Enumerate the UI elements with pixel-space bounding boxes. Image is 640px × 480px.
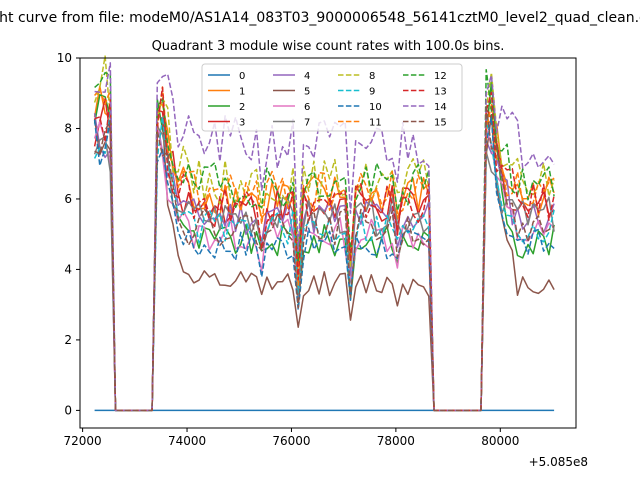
legend-label-11: 11 [369,118,382,129]
legend-label-9: 9 [369,87,375,98]
x-tick-label: 78000 [377,434,415,448]
legend-label-6: 6 [304,102,310,113]
series-line-15 [94,104,555,412]
legend-label-4: 4 [304,71,310,82]
legend-label-5: 5 [304,87,310,98]
legend-label-3: 3 [239,118,245,129]
legend-label-7: 7 [304,118,310,129]
y-tick-label: 0 [64,403,72,417]
plot-frame [79,57,577,429]
x-tick-label: 76000 [272,434,310,448]
legend-label-1: 1 [239,87,245,98]
series-line-13 [94,86,555,412]
x-tick-label: 80000 [481,434,519,448]
y-tick-label: 6 [64,192,72,206]
chart-title: Quadrant 3 module wise count rates with … [152,39,505,54]
figure-suptitle: Light curve from file: modeM0/AS1A14_083… [0,10,640,26]
legend-label-2: 2 [239,102,245,113]
legend-label-8: 8 [369,71,375,82]
y-tick-label: 4 [64,262,72,276]
x-tick-label: 74000 [168,434,206,448]
series-line-12 [94,69,555,412]
legend-label-0: 0 [239,71,245,82]
y-tick-label: 10 [57,51,72,65]
x-offset-label: +5.085e8 [529,455,588,469]
legend-label-10: 10 [369,102,382,113]
legend-label-15: 15 [434,118,447,129]
plot-area [93,55,555,412]
legend-label-14: 14 [434,102,447,113]
legend-frame [201,63,463,132]
legend-label-13: 13 [434,87,447,98]
x-tick-label: 72000 [64,434,102,448]
legend-label-12: 12 [434,71,447,82]
y-tick-label: 8 [64,121,72,135]
y-tick-label: 2 [64,333,72,347]
